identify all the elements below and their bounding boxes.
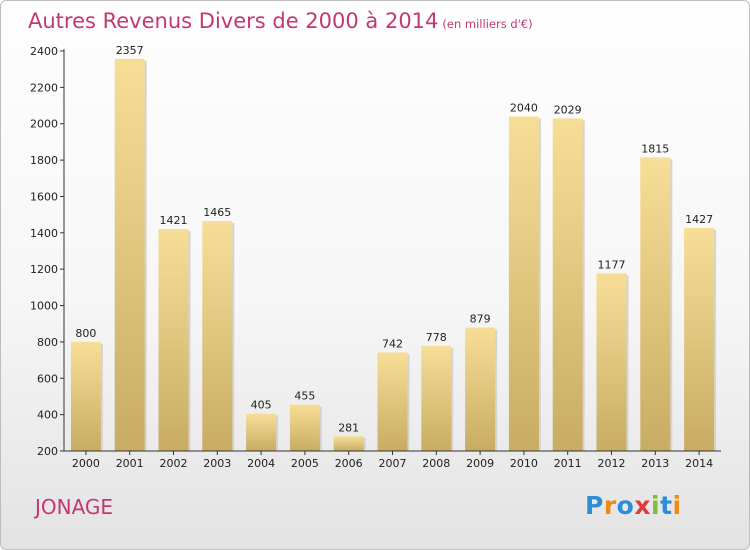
x-tick-label: 2009 [466, 457, 494, 470]
bar-2002 [158, 229, 189, 451]
data-label: 1177 [598, 258, 626, 271]
bar-2011 [552, 118, 583, 452]
y-tick-label: 200 [37, 445, 58, 458]
chart-title-text: Autres Revenus Divers de 2000 à 2014 [28, 9, 439, 33]
x-tick-label: 2012 [598, 457, 626, 470]
data-label: 778 [426, 331, 447, 344]
y-tick-label: 2000 [30, 118, 58, 131]
y-tick-label: 400 [37, 409, 58, 422]
chart-title-unit: (en milliers d'€) [442, 17, 533, 31]
y-tick-label: 1400 [30, 227, 58, 240]
bar-2005 [289, 404, 320, 451]
data-label: 879 [470, 313, 491, 326]
x-tick-label: 2003 [203, 457, 231, 470]
x-tick-label: 2002 [160, 457, 188, 470]
x-tick-label: 2013 [641, 457, 669, 470]
data-label: 1465 [203, 206, 231, 219]
x-tick-label: 2005 [291, 457, 319, 470]
data-label: 2040 [510, 101, 538, 114]
bar-2007 [377, 352, 408, 451]
y-tick-label: 2200 [30, 81, 58, 94]
bar-2008 [421, 345, 452, 451]
data-label: 405 [251, 399, 272, 412]
x-tick-label: 2001 [116, 457, 144, 470]
chart-title: Autres Revenus Divers de 2000 à 2014 (en … [28, 9, 533, 33]
bar-2012 [596, 273, 627, 451]
bar-2013 [640, 157, 671, 451]
y-axis: 200 400 600 800 1000 1200 1400 1600 1800 2000 2200… [30, 45, 65, 458]
bar-2010 [508, 116, 539, 452]
x-tick-label: 2000 [72, 457, 100, 470]
x-tick-label: 2007 [379, 457, 407, 470]
bar-2006 [333, 436, 364, 451]
x-tick-label: 2010 [510, 457, 538, 470]
data-label: 281 [338, 421, 359, 434]
x-tick-label: 2004 [247, 457, 275, 470]
y-tick-label: 600 [37, 372, 58, 385]
data-label: 1427 [685, 213, 713, 226]
proxiti-logo[interactable]: Proxiti [585, 491, 682, 520]
bar-2000 [70, 341, 101, 451]
bar-2009 [465, 327, 496, 451]
x-tick-label: 2014 [685, 457, 713, 470]
data-label: 800 [75, 327, 96, 340]
x-axis: 2000 2001 2002 2003 2004 2005 2006 2007 2008 2009… [64, 450, 721, 470]
y-tick-label: 2400 [30, 45, 58, 58]
data-label: 1421 [160, 214, 188, 227]
bars: 800 2357 1421 1465 405 455 281 742 778 879 2040 202… [70, 44, 717, 452]
data-label: 1815 [641, 142, 669, 155]
x-tick-label: 2011 [554, 457, 582, 470]
bar-2003 [202, 221, 233, 451]
y-tick-label: 1600 [30, 190, 58, 203]
bar-2004 [246, 413, 277, 451]
city-name: JONAGE [35, 495, 114, 519]
bar-2014 [684, 227, 715, 451]
bar-2001 [114, 58, 145, 452]
data-label: 2029 [554, 103, 582, 116]
x-tick-label: 2006 [335, 457, 363, 470]
data-label: 2357 [116, 44, 144, 57]
y-tick-label: 800 [37, 336, 58, 349]
y-tick-label: 1000 [30, 300, 58, 313]
data-label: 742 [382, 337, 403, 350]
y-tick-label: 1200 [30, 263, 58, 276]
data-label: 455 [294, 390, 315, 403]
x-tick-label: 2008 [422, 457, 450, 470]
y-tick-label: 1800 [30, 154, 58, 167]
